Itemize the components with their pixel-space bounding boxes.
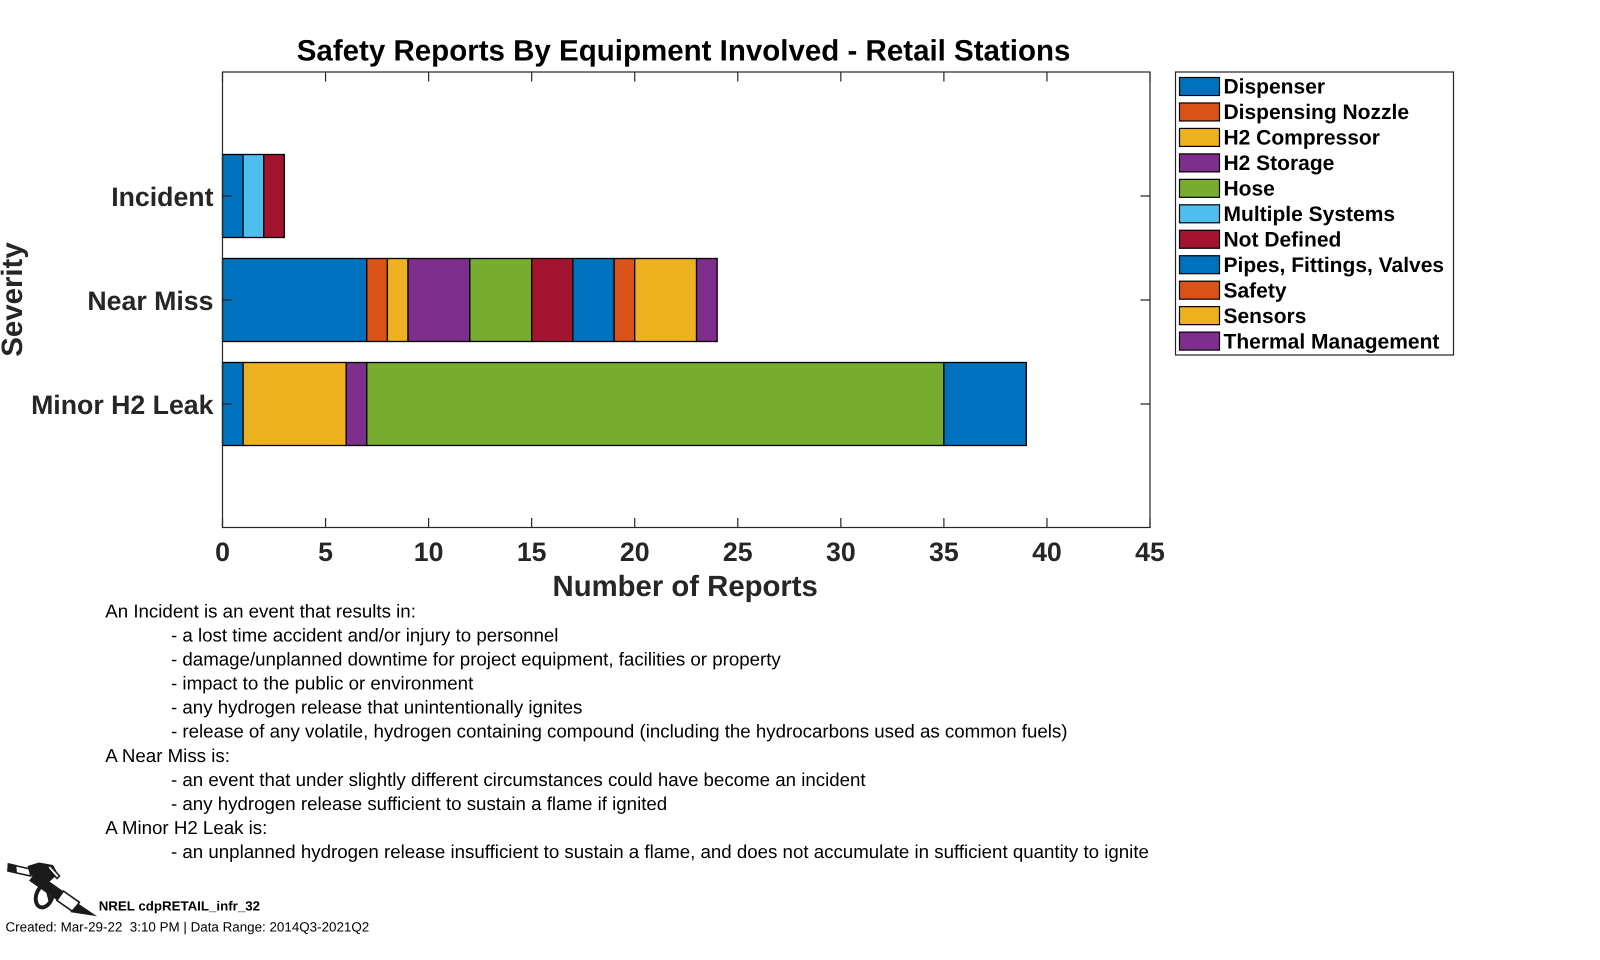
svg-text:Severity: Severity [0,242,29,357]
svg-text:25: 25 [723,537,753,567]
svg-text:Near Miss: Near Miss [87,286,213,316]
svg-text:- an unplanned hydrogen releas: - an unplanned hydrogen release insuffic… [171,841,1149,862]
svg-text:Not Defined: Not Defined [1224,228,1342,251]
svg-text:Number of Reports: Number of Reports [553,570,818,603]
svg-text:Safety: Safety [1224,279,1287,302]
svg-text:35: 35 [929,537,959,567]
svg-text:H2 Storage: H2 Storage [1224,152,1335,175]
svg-text:Minor H2 Leak: Minor H2 Leak [31,390,214,420]
svg-text:15: 15 [517,537,547,567]
svg-text:- a lost time accident and/or: - a lost time accident and/or injury to … [171,624,558,645]
svg-text:- an event that under slightly: - an event that under slightly different… [171,769,866,790]
svg-text:5: 5 [318,537,333,567]
svg-text:Dispenser: Dispenser [1224,76,1326,99]
svg-text:- any hydrogen release suffici: - any hydrogen release sufficient to sus… [171,793,667,814]
svg-text:- damage/unplanned downtime fo: - damage/unplanned downtime for project … [171,648,781,669]
svg-text:30: 30 [826,537,856,567]
svg-text:- impact to the public or envi: - impact to the public or environment [171,673,474,694]
svg-text:Created: Mar-29-22 3:10 PM |: Created: Mar-29-22 3:10 PM | Data Range:… [6,919,370,934]
svg-text:- any hydrogen release that un: - any hydrogen release that unintentiona… [171,697,582,718]
svg-text:- release of any volatile, hyd: - release of any volatile, hydrogen cont… [171,721,1067,742]
svg-text:Multiple Systems: Multiple Systems [1224,203,1396,226]
svg-text:Sensors: Sensors [1224,305,1307,328]
svg-text:An Incident is an event that r: An Incident is an event that results in: [105,600,416,621]
svg-text:0: 0 [215,537,230,567]
svg-text:NREL cdpRETAIL_infr_32: NREL cdpRETAIL_infr_32 [99,899,260,914]
svg-text:A Minor H2 Leak is:: A Minor H2 Leak is: [105,817,267,838]
svg-text:Pipes, Fittings, Valves: Pipes, Fittings, Valves [1224,254,1445,277]
svg-text:40: 40 [1032,537,1062,567]
svg-text:10: 10 [414,537,444,567]
svg-text:Incident: Incident [111,182,213,212]
svg-text:45: 45 [1135,537,1165,567]
svg-text:20: 20 [620,537,650,567]
svg-text:Dispensing Nozzle: Dispensing Nozzle [1224,101,1410,124]
svg-text:A Near Miss is:: A Near Miss is: [105,745,230,766]
svg-text:Hose: Hose [1224,178,1275,201]
svg-text:H2 Compressor: H2 Compressor [1224,127,1380,150]
svg-text:Safety Reports By Equipment In: Safety Reports By Equipment Involved - R… [297,34,1071,67]
svg-text:Thermal Management: Thermal Management [1224,330,1440,353]
